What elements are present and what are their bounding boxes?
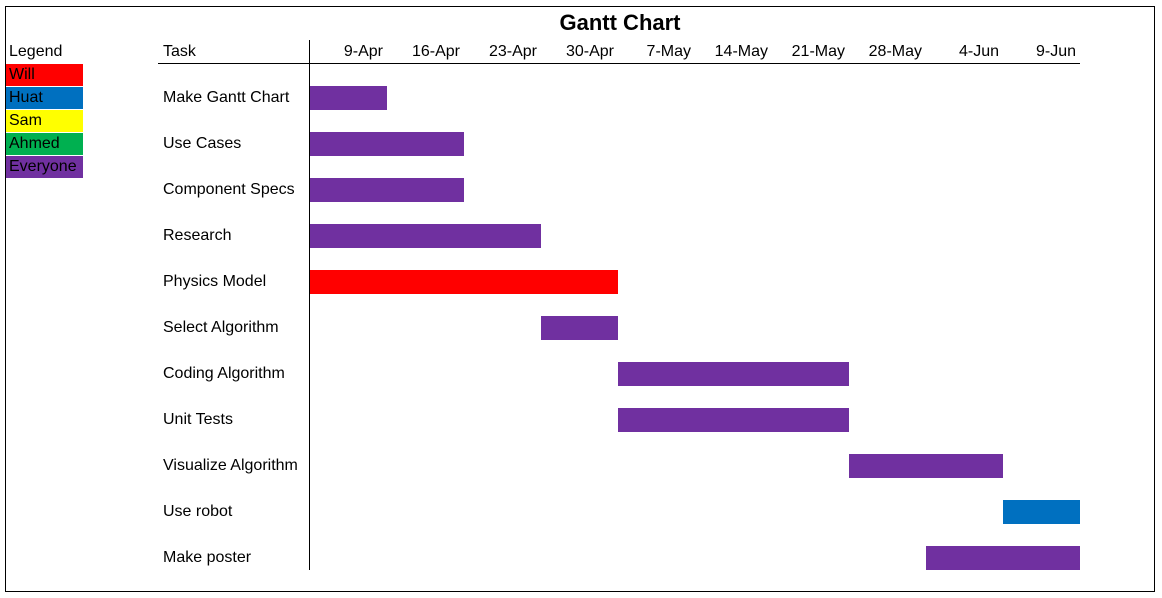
task-bar (1003, 500, 1080, 524)
task-label: Coding Algorithm (163, 365, 285, 382)
date-tick-label: 9-Jun (1035, 43, 1076, 60)
task-label: Make Gantt Chart (163, 89, 290, 106)
legend-item-everyone: Everyone (6, 156, 83, 178)
chart-frame (5, 6, 1155, 592)
date-tick-label: 23-Apr (488, 43, 537, 60)
task-bar (310, 270, 618, 294)
task-label: Select Algorithm (163, 319, 279, 336)
task-label: Use robot (163, 503, 233, 520)
date-tick-label: 14-May (714, 43, 768, 60)
header-divider (158, 63, 1080, 64)
legend-item-will: Will (6, 64, 83, 86)
date-tick-label: 21-May (791, 43, 845, 60)
chart-title: Gantt Chart (559, 10, 681, 35)
task-label: Use Cases (163, 135, 242, 152)
date-tick-label: 28-May (868, 43, 922, 60)
legend-item-sam: Sam (6, 110, 83, 132)
task-column-header: Task (163, 43, 196, 60)
task-bar (310, 178, 464, 202)
task-axis-line (309, 40, 310, 570)
task-bar (541, 316, 618, 340)
task-bar (618, 362, 849, 386)
date-tick-label: 7-May (646, 43, 691, 60)
date-tick-label: 4-Jun (958, 43, 999, 60)
task-bar (849, 454, 1003, 478)
date-tick-label: 16-Apr (411, 43, 460, 60)
task-bar (310, 86, 387, 110)
task-bar (310, 132, 464, 156)
task-label: Physics Model (163, 273, 267, 290)
legend-title: Legend (9, 43, 63, 60)
legend-item-ahmed: Ahmed (6, 133, 83, 155)
task-bar (618, 408, 849, 432)
date-tick-label: 30-Apr (565, 43, 614, 60)
task-label: Make poster (163, 549, 252, 566)
task-bar (926, 546, 1080, 570)
date-tick-label: 9-Apr (343, 43, 383, 60)
task-label: Research (163, 227, 232, 244)
task-bar (310, 224, 541, 248)
legend-item-huat: Huat (6, 87, 83, 109)
task-label: Component Specs (163, 181, 295, 198)
task-label: Unit Tests (163, 411, 233, 428)
task-label: Visualize Algorithm (163, 457, 298, 474)
